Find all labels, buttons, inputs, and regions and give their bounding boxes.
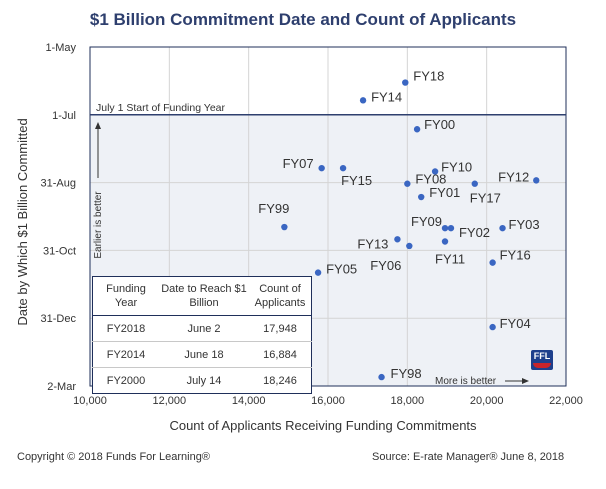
more-annotation: More is better — [435, 376, 529, 387]
table-header-date: Date to Reach $1 Billion — [159, 276, 249, 316]
data-point — [402, 79, 409, 86]
data-point — [441, 238, 449, 245]
table-cell: June 2 — [187, 322, 221, 335]
table-cell: FY2000 — [92, 367, 159, 394]
data-point-label: FY15 — [341, 173, 372, 188]
earlier-annotation: Earlier is better — [93, 122, 104, 259]
copyright-text: Copyright © 2018 Funds For Learning® — [17, 451, 210, 463]
y-axis-title: Date by Which $1 Billion Committed — [15, 118, 30, 325]
data-point — [404, 180, 411, 187]
data-point-label: FY11 — [435, 252, 465, 267]
y-tick-label: 2-Mar — [47, 381, 76, 393]
x-tick-label: 22,000 — [549, 395, 583, 407]
summary-table: Funding Year Date to Reach $1 Billion Co… — [92, 276, 312, 394]
table-header-funding-year: Funding Year — [92, 276, 159, 316]
table-cell: 17,948 — [263, 322, 297, 335]
x-axis-ticks: 10,000 12,000 14,000 16,000 18,000 20,000 22,0… — [73, 395, 583, 407]
table-cell: June 18 — [159, 341, 249, 368]
data-point — [378, 373, 385, 381]
data-point-label: FY99 — [258, 201, 289, 216]
data-point — [359, 97, 367, 104]
y-tick-label: 31-Aug — [41, 178, 76, 190]
earlier-label: Earlier is better — [93, 191, 104, 259]
data-point-label: FY09 — [411, 214, 442, 229]
earlier-arrow-head — [95, 122, 101, 129]
x-tick-label: 20,000 — [470, 395, 504, 407]
data-point-label: FY14 — [371, 89, 402, 104]
x-tick-label: 16,000 — [311, 395, 345, 407]
plot-frame — [89, 46, 567, 387]
table-cell: FY2014 — [92, 341, 159, 368]
data-point — [413, 126, 421, 133]
data-point — [441, 224, 449, 232]
y-tick-label: 1-May — [45, 42, 76, 54]
data-point-label: FY00 — [424, 117, 455, 132]
x-tick-label: 14,000 — [232, 395, 266, 407]
x-tick-label: 12,000 — [153, 395, 187, 407]
y-axis-ticks: 1-May 1-Jul 31-Aug 31-Oct 31-Dec 2-Mar — [41, 42, 77, 393]
data-point-label: FY13 — [357, 236, 388, 251]
logo-wave-icon — [533, 363, 551, 368]
data-point-label: FY07 — [283, 156, 314, 171]
table-cell: 16,884 — [249, 341, 312, 368]
data-point-label: FY18 — [413, 69, 444, 84]
y-tick-label: 1-Jul — [52, 110, 76, 122]
data-point — [533, 177, 540, 184]
table-header-count: Count of Applicants — [249, 276, 312, 316]
table-cell: July 14 — [159, 367, 249, 394]
data-point — [314, 269, 322, 276]
data-point-label: FY17 — [470, 191, 501, 206]
table-row: FY2014 June 18 16,884 — [92, 341, 312, 368]
data-point-label: FY06 — [370, 258, 401, 273]
table-header-row: Funding Year Date to Reach $1 Billion Co… — [92, 276, 312, 316]
data-point — [471, 180, 478, 187]
table-row: FY2018 June 2 17,948 — [93, 316, 312, 342]
data-point — [447, 224, 455, 232]
data-point — [489, 323, 496, 331]
x-tick-label: 18,000 — [391, 395, 425, 407]
y-tick-label: 31-Oct — [43, 245, 76, 257]
logo-text: FFL — [533, 351, 551, 361]
table-cell: FY2018 — [106, 322, 146, 335]
data-point — [318, 164, 325, 172]
data-point — [489, 259, 496, 266]
y-tick-label: 31-Dec — [41, 313, 77, 325]
data-point-label: FY16 — [500, 248, 531, 263]
more-arrow-head — [522, 378, 529, 384]
x-tick-label: 10,000 — [73, 395, 107, 407]
data-point — [339, 164, 347, 172]
data-point-label: FY04 — [500, 316, 531, 331]
data-point-label: FY03 — [509, 217, 540, 232]
data-point-label: FY08 — [415, 172, 446, 187]
data-point — [431, 168, 439, 175]
reference-line-label: July 1 Start of Funding Year — [96, 102, 226, 114]
data-point-label: FY98 — [391, 366, 422, 381]
data-point — [418, 193, 425, 201]
data-point-label: FY10 — [441, 159, 472, 174]
data-point-label: FY12 — [498, 169, 529, 184]
data-point — [281, 223, 288, 231]
data-point — [406, 242, 413, 250]
data-point-label: FY01 — [429, 185, 460, 200]
data-point — [499, 224, 506, 232]
x-axis-title: Count of Applicants Receiving Funding Co… — [169, 418, 477, 433]
chart-title: $1 Billion Commitment Date and Count of … — [89, 10, 517, 29]
data-point — [394, 236, 401, 243]
table-cell: 18,246 — [249, 367, 312, 394]
table-row: FY2000 July 14 18,246 — [92, 367, 312, 394]
data-point-label: FY02 — [459, 225, 490, 240]
more-label: More is better — [435, 376, 497, 387]
ffl-logo: FFL — [531, 350, 553, 370]
data-point-label: FY05 — [326, 262, 357, 277]
source-text: Source: E-rate Manager® June 8, 2018 — [372, 451, 565, 463]
